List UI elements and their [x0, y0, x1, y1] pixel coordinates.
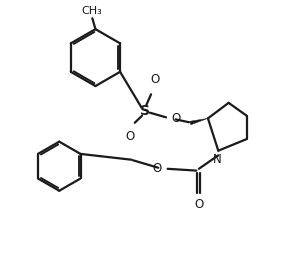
- Text: O: O: [150, 73, 160, 86]
- Polygon shape: [190, 118, 208, 125]
- Text: O: O: [194, 198, 204, 211]
- Text: CH₃: CH₃: [81, 6, 102, 16]
- Text: N: N: [213, 153, 221, 166]
- Text: O: O: [152, 162, 161, 175]
- Text: O: O: [125, 130, 134, 143]
- Text: O: O: [171, 112, 180, 125]
- Text: S: S: [140, 103, 150, 118]
